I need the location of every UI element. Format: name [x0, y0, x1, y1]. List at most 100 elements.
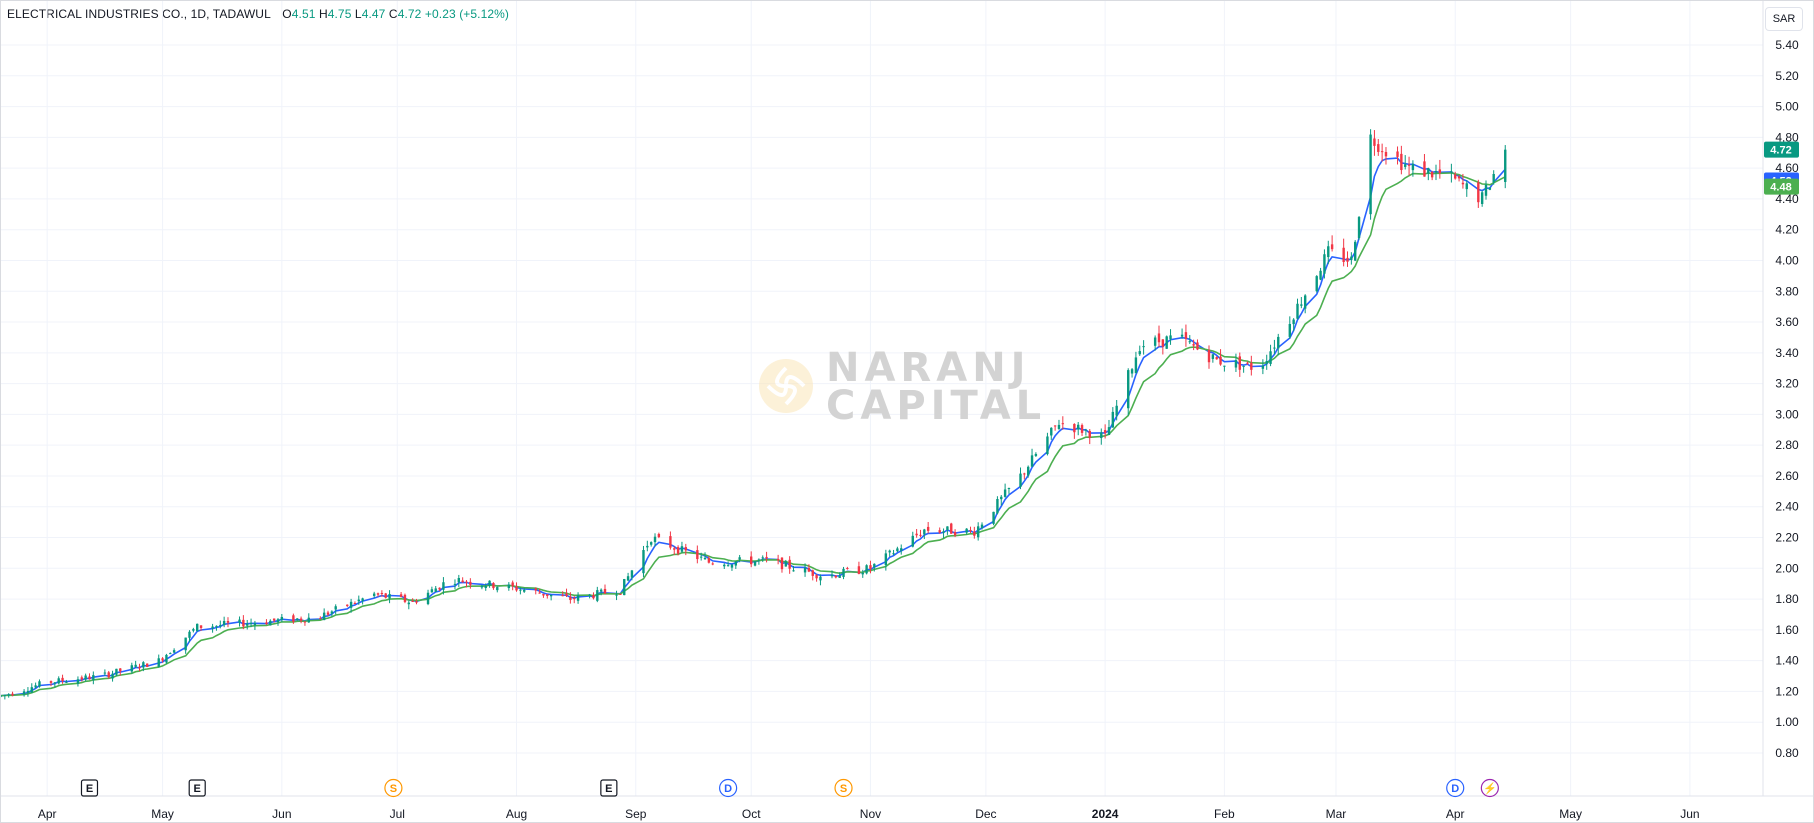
candle-body	[1354, 241, 1357, 261]
candle-body	[1242, 365, 1245, 367]
candle-body	[61, 677, 64, 682]
y-tick-label: 4.20	[1775, 223, 1799, 237]
candle-body	[953, 531, 957, 536]
low-label: L	[354, 7, 362, 21]
event-marker-earnings-icon	[600, 779, 618, 797]
candle-body	[830, 574, 834, 577]
candle-body	[169, 653, 172, 655]
event-marker-letter: E	[605, 783, 612, 795]
candle-body	[811, 570, 814, 576]
candle-body	[211, 626, 214, 629]
candle-body	[34, 685, 37, 688]
y-tick-label: 3.60	[1775, 315, 1799, 329]
candle-body	[242, 619, 245, 627]
candle-body	[319, 618, 322, 620]
change-value: +0.23 (+5.12%)	[424, 7, 510, 21]
candle-body	[11, 693, 14, 696]
candle-body	[1023, 473, 1026, 475]
event-marker-icon	[384, 778, 403, 798]
candle-body	[1050, 427, 1053, 436]
candle-body	[161, 658, 164, 661]
candle-body	[165, 654, 168, 663]
candle-body	[511, 582, 514, 587]
x-tick-label: May	[1559, 807, 1582, 821]
candle-body	[326, 612, 330, 615]
x-tick-label: Nov	[860, 807, 881, 821]
candle-body	[788, 559, 791, 569]
candle-body	[734, 561, 738, 566]
candle-body	[561, 595, 564, 597]
candle-body	[1357, 217, 1361, 239]
candle-body	[265, 622, 268, 625]
candle-body	[965, 528, 968, 533]
candle-body	[296, 618, 299, 620]
price-badge-label: 4.72	[1770, 145, 1791, 157]
candle-body	[226, 621, 230, 623]
candle-body	[461, 580, 464, 583]
high-label: H	[318, 7, 328, 21]
candle-body	[642, 550, 645, 574]
candle-body	[1342, 247, 1345, 263]
candle-body	[546, 594, 549, 596]
y-tick-label: 4.00	[1775, 253, 1799, 267]
price-badge-label: 4.48	[1770, 182, 1791, 194]
candle-body	[1007, 488, 1011, 490]
candle-body	[111, 673, 114, 679]
candle-body	[1303, 295, 1307, 309]
candle-body	[523, 589, 526, 592]
candle-body	[199, 625, 203, 629]
candle-body	[888, 550, 891, 553]
candle-body	[1057, 424, 1061, 429]
candle-body	[1265, 360, 1268, 364]
candle-body	[1061, 423, 1065, 425]
open-value: 4.51	[291, 7, 316, 21]
candle-body	[538, 592, 541, 594]
y-tick-label: 1.60	[1775, 623, 1799, 637]
candle-body	[615, 594, 618, 596]
close-label: C	[388, 7, 398, 21]
event-marker-letter: S	[390, 783, 397, 795]
candle-body	[145, 663, 149, 667]
candle-body	[22, 691, 26, 695]
candle-body	[1427, 168, 1430, 174]
candle-body	[1161, 339, 1165, 347]
x-tick-label: Jun	[1680, 807, 1699, 821]
candle-body	[1430, 172, 1434, 178]
candle-body	[576, 595, 580, 601]
candle-body	[846, 568, 849, 570]
candle-body	[442, 582, 445, 590]
y-tick-label: 2.20	[1775, 531, 1799, 545]
candle-body	[1377, 144, 1380, 152]
candle-body	[1053, 425, 1057, 427]
candle-body	[657, 533, 661, 538]
candle-body	[222, 621, 226, 626]
candle-body	[457, 577, 461, 583]
candle-body	[1380, 151, 1384, 153]
candle-body	[434, 588, 437, 592]
candle-body	[626, 576, 630, 581]
candle-body	[1103, 430, 1107, 434]
event-marker-letter: D	[1451, 783, 1459, 795]
candle-body	[1080, 425, 1084, 433]
candle-body	[407, 602, 410, 605]
x-tick-label: Apr	[1446, 807, 1465, 821]
candle-body	[1477, 182, 1480, 203]
candle-body	[730, 564, 734, 568]
event-marker-icon	[719, 778, 738, 798]
candle-body	[1346, 257, 1349, 262]
candle-body	[453, 583, 457, 585]
x-tick-label: Dec	[975, 807, 996, 821]
candle-body	[1411, 163, 1415, 171]
candle-body	[865, 565, 868, 574]
candle-body	[1019, 473, 1022, 487]
candle-body	[330, 611, 334, 614]
candle-body	[346, 604, 349, 606]
candle-body	[738, 557, 741, 560]
candle-body	[196, 623, 199, 632]
candle-body	[815, 574, 818, 579]
currency-button[interactable]: SAR	[1765, 7, 1803, 31]
candle-body	[1480, 192, 1484, 204]
candle-body	[1277, 336, 1280, 349]
